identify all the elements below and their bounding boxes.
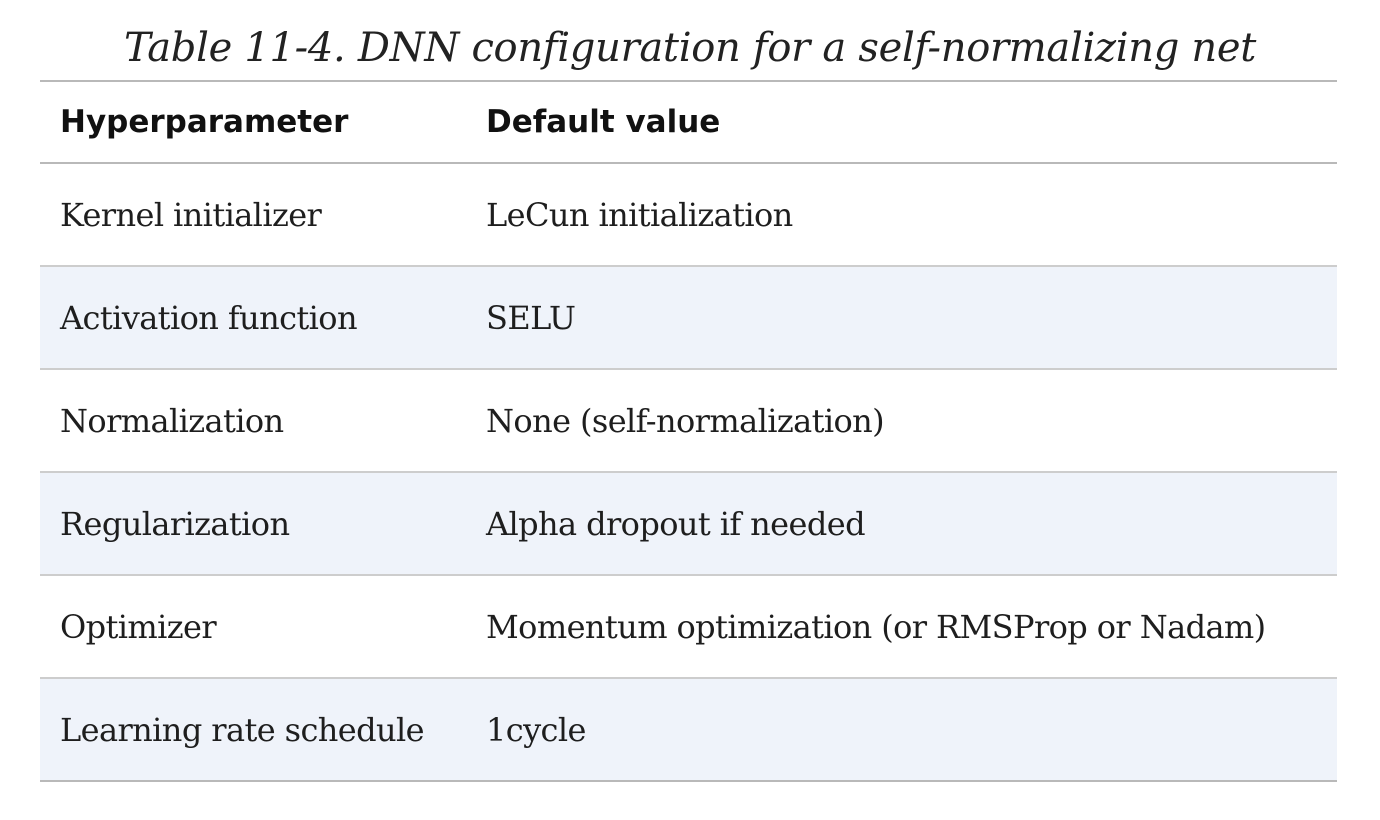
hyperparameter-cell: Optimizer xyxy=(60,607,217,646)
table-row: Regularization Alpha dropout if needed xyxy=(40,472,1337,575)
default-value-cell: None (self-normalization) xyxy=(486,401,885,440)
default-value-cell: Alpha dropout if needed xyxy=(486,504,866,543)
default-value-cell: 1cycle xyxy=(486,710,586,749)
table-header-row: Hyperparameter Default value xyxy=(40,81,1337,163)
hyperparameter-cell: Activation function xyxy=(60,298,358,337)
hyperparameter-cell: Normalization xyxy=(60,401,284,440)
hyperparameter-table: Hyperparameter Default value Kernel init… xyxy=(40,80,1337,782)
default-value-cell: Momentum optimization (or RMSProp or Nad… xyxy=(486,607,1266,646)
default-value-cell: SELU xyxy=(486,298,576,337)
table-caption: Table 11-4. DNN configuration for a self… xyxy=(123,25,1257,71)
hyperparameter-cell: Learning rate schedule xyxy=(60,710,425,749)
column-header-default-value: Default value xyxy=(486,104,721,140)
table-row: Activation function SELU xyxy=(40,266,1337,369)
table-row: Learning rate schedule 1cycle xyxy=(40,678,1337,781)
default-value-cell: LeCun initialization xyxy=(486,195,793,234)
table-row: Normalization None (self-normalization) xyxy=(40,369,1337,472)
hyperparameter-cell: Kernel initializer xyxy=(60,195,322,234)
hyperparameter-cell: Regularization xyxy=(60,504,290,543)
table-row: Kernel initializer LeCun initialization xyxy=(40,163,1337,266)
table-row: Optimizer Momentum optimization (or RMSP… xyxy=(40,575,1337,678)
column-header-hyperparameter: Hyperparameter xyxy=(60,104,349,140)
